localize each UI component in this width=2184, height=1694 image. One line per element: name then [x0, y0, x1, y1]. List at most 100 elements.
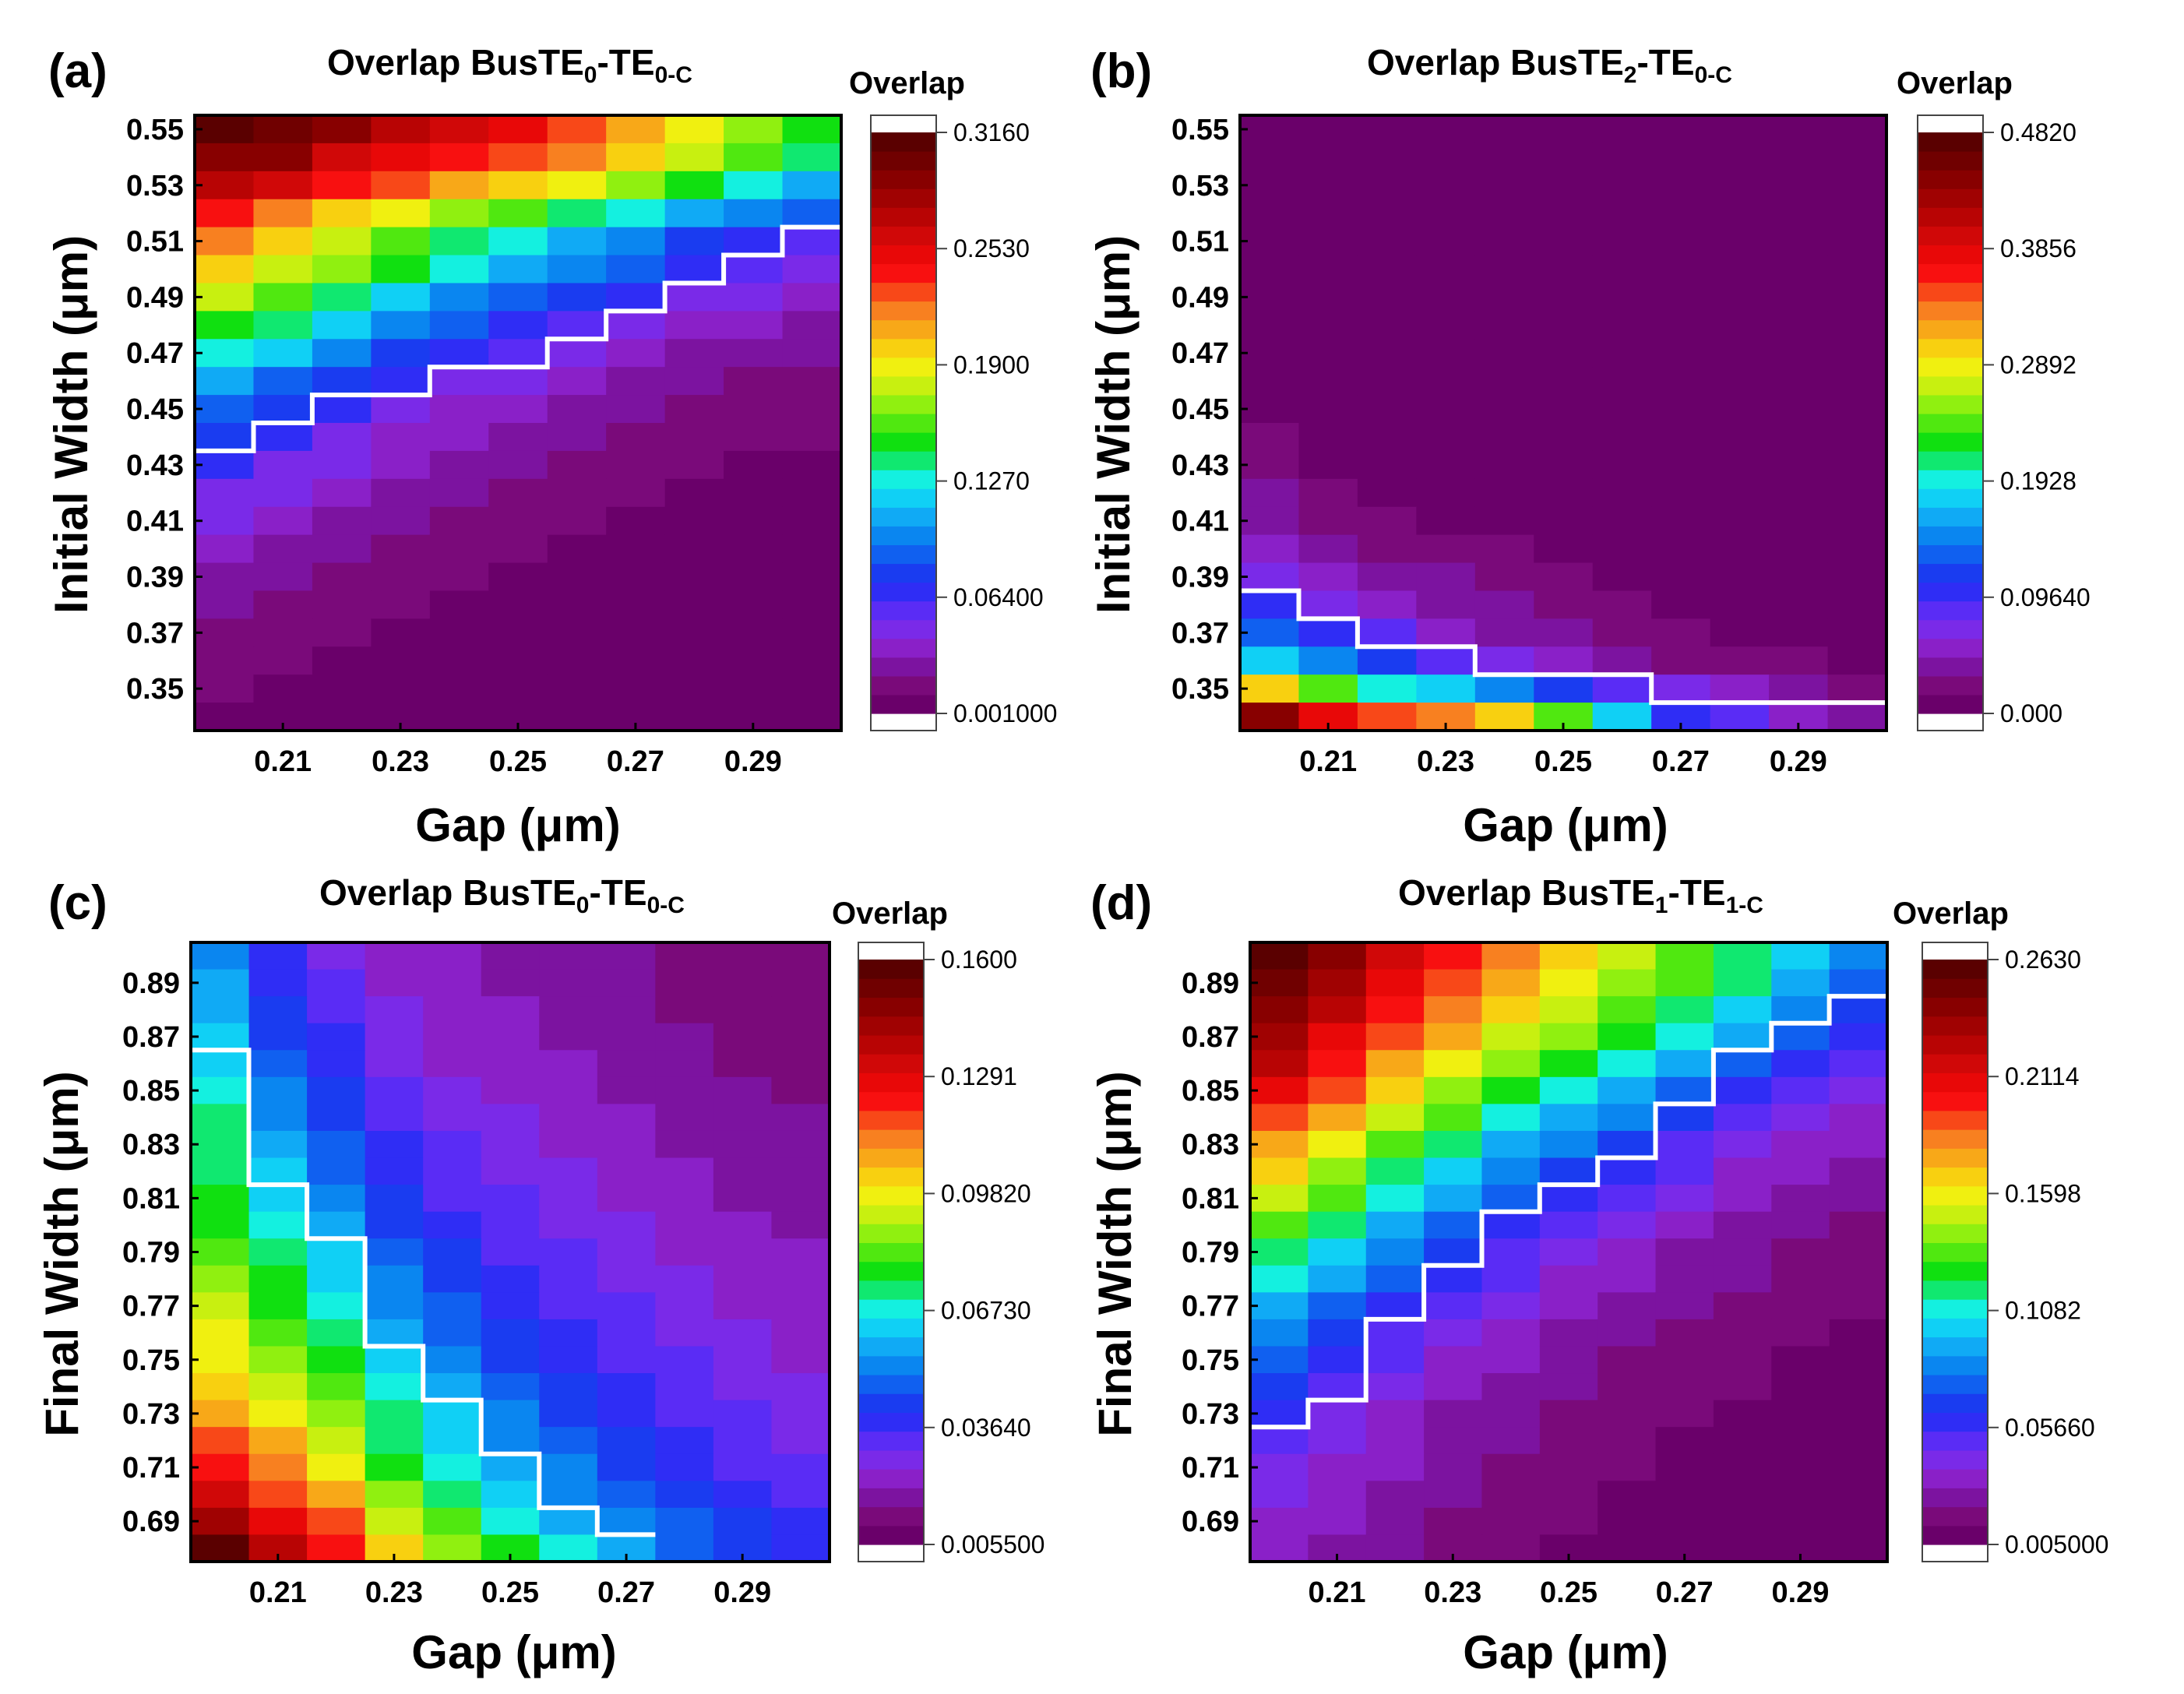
heatmap-cell: [1240, 311, 1300, 340]
heatmap-cell: [488, 199, 548, 228]
heatmap-cell: [365, 1265, 424, 1293]
heatmap-cell: [1481, 1453, 1541, 1481]
heatmap-cell: [1424, 1346, 1483, 1374]
heatmap-cell: [1365, 1400, 1425, 1428]
heatmap-cell: [782, 199, 842, 228]
heatmap-cell: [1298, 478, 1358, 508]
heatmap-cell: [655, 1507, 714, 1536]
heatmap-cell: [606, 283, 666, 312]
heatmap-cell: [655, 1373, 714, 1401]
heatmap-cell: [312, 450, 372, 480]
heatmap-cell: [1827, 339, 1887, 368]
heatmap-cell: [312, 478, 372, 508]
heatmap-cell: [782, 423, 842, 452]
heatmap-cell: [191, 942, 250, 970]
panel-label: (a): [48, 44, 107, 98]
heatmap-cell: [1308, 1427, 1367, 1455]
heatmap-cell: [1424, 1453, 1483, 1481]
heatmap-cell: [1250, 1265, 1309, 1293]
heatmap-cell: [1365, 996, 1425, 1024]
colorbar-tick-label: 0.000: [2000, 699, 2062, 727]
heatmap-cell: [1651, 674, 1711, 703]
heatmap-cell: [1713, 1157, 1772, 1185]
colorbar-swatch: [871, 582, 936, 602]
heatmap-cell: [1655, 1481, 1714, 1509]
heatmap-cell: [1250, 1507, 1309, 1536]
heatmap-cell: [1481, 1481, 1541, 1509]
heatmap-cell: [1298, 646, 1358, 675]
heatmap-cell: [1539, 1076, 1598, 1104]
heatmap-cell: [713, 1104, 773, 1132]
colorbar-swatch: [871, 600, 936, 621]
heatmap-cell: [1769, 395, 1829, 424]
heatmap-cell: [724, 534, 784, 564]
colorbar-swatch: [871, 507, 936, 527]
colorbar-tick-label: 0.06730: [941, 1297, 1031, 1325]
colorbar-swatch: [1922, 960, 1988, 979]
heatmap-cell: [191, 1319, 250, 1347]
heatmap-cell: [195, 255, 255, 284]
heatmap-cell: [423, 1130, 482, 1159]
colorbar-tick-label: 0.001000: [953, 699, 1057, 727]
heatmap-cell: [1357, 199, 1417, 228]
heatmap-cell: [1713, 1534, 1772, 1562]
heatmap-cell: [488, 478, 548, 508]
heatmap-cell: [248, 1507, 308, 1536]
heatmap-cell: [312, 618, 372, 647]
heatmap-cell: [655, 1534, 714, 1562]
heatmap-cell: [1713, 1050, 1772, 1078]
heatmap-cell: [429, 674, 489, 703]
heatmap-cell: [423, 1076, 482, 1104]
heatmap-cell: [423, 1185, 482, 1213]
heatmap-cell: [248, 1400, 308, 1428]
colorbar-swatch: [1922, 1110, 1988, 1130]
heatmap-cell: [248, 996, 308, 1024]
heatmap-cell: [1592, 646, 1652, 675]
y-tick-label: 0.37: [1171, 617, 1229, 650]
heatmap-cell: [488, 590, 548, 619]
x-tick-label: 0.27: [597, 1576, 655, 1609]
heatmap-cell: [1357, 395, 1417, 424]
colorbar-swatch: [1918, 357, 1983, 377]
heatmap-cell: [1771, 1185, 1830, 1213]
heatmap-cell: [312, 171, 372, 200]
heatmap-cell: [195, 171, 255, 200]
heatmap-cell: [429, 590, 489, 619]
heatmap-cell: [423, 996, 482, 1024]
heatmap-cell: [1713, 969, 1772, 997]
heatmap-cell: [724, 115, 784, 144]
heatmap-cell: [1651, 143, 1711, 172]
heatmap-cell: [191, 1104, 250, 1132]
heatmap-cell: [1534, 674, 1594, 703]
y-tick-label: 0.73: [122, 1398, 180, 1431]
heatmap-cell: [713, 1481, 773, 1509]
heatmap-cell: [539, 1373, 598, 1401]
heatmap-cell: [1713, 1346, 1772, 1374]
heatmap-cell: [248, 1319, 308, 1347]
heatmap-cell: [1308, 1400, 1367, 1428]
heatmap-cell: [1827, 283, 1887, 312]
heatmap-cell: [547, 534, 607, 564]
heatmap-cell: [1474, 534, 1534, 564]
y-tick-label: 0.45: [126, 393, 184, 426]
heatmap-cell: [481, 1481, 540, 1509]
heatmap-cell: [191, 1211, 250, 1239]
y-tick-label: 0.51: [126, 226, 184, 259]
heatmap-cell: [1710, 450, 1770, 480]
colorbar-swatch: [871, 526, 936, 546]
heatmap-cell: [1539, 1453, 1598, 1481]
heatmap-cell: [1597, 1023, 1657, 1051]
heatmap-cell: [597, 1400, 656, 1428]
heatmap-cell: [771, 1346, 830, 1374]
heatmap-cell: [1651, 395, 1711, 424]
heatmap-cell: [253, 171, 313, 200]
heatmap-cell: [724, 199, 784, 228]
heatmap-cell: [1710, 143, 1770, 172]
heatmap-cell: [191, 1427, 250, 1455]
heatmap-cell: [1827, 534, 1887, 564]
heatmap-cell: [1357, 283, 1417, 312]
y-tick-label: 0.81: [122, 1182, 180, 1215]
colorbar-swatch: [871, 657, 936, 677]
heatmap-cell: [1597, 1076, 1657, 1104]
